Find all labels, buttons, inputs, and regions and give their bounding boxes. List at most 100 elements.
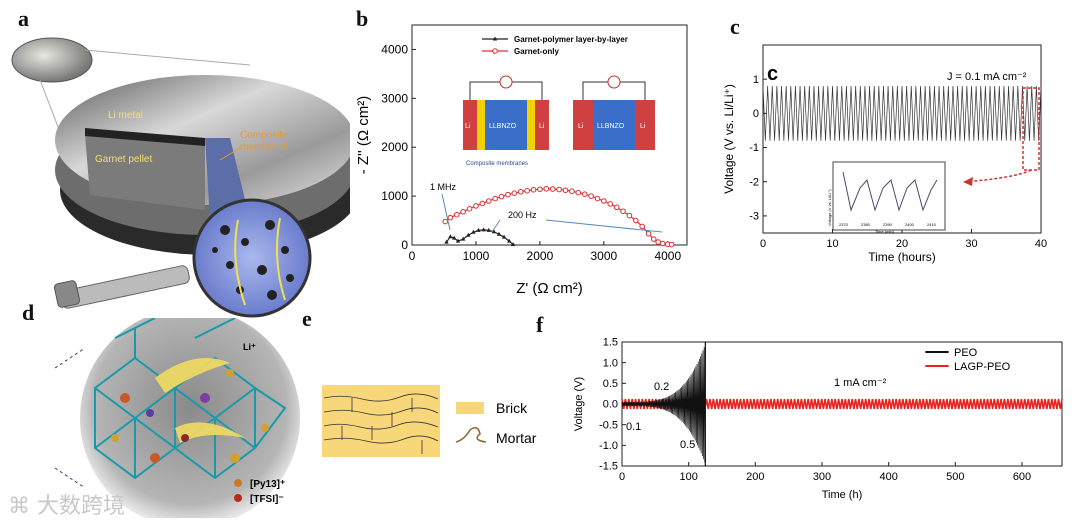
data-point-b-1: [668, 241, 675, 248]
data-point-b-1: [655, 239, 662, 245]
inset-c-xtick-2: 2390: [883, 222, 893, 227]
data-point-b-1: [601, 198, 607, 204]
panel-a-label: a: [18, 6, 29, 31]
legend-pyr13: [Py13]⁺: [250, 479, 285, 490]
data-point-b-1: [659, 240, 666, 247]
watermark: ⌘ 大数跨境: [8, 488, 125, 520]
y-tick-label-f: 1.5: [603, 338, 618, 349]
panel-f-label: f: [536, 312, 544, 337]
data-point-b-0: [486, 227, 491, 232]
panel-d-label: d: [22, 300, 35, 325]
data-point-b-1: [492, 195, 498, 202]
legend-marker-b-0: [492, 36, 498, 41]
label-composite-membrane: Composite membrane: [240, 130, 288, 153]
series-line-f-0: [621, 344, 706, 463]
legend-tfsi: [TFSI]⁻: [250, 494, 284, 505]
data-point-b-1: [588, 193, 594, 199]
annot-current-f: 1 mA cm⁻²: [834, 377, 887, 389]
data-point-b-0: [444, 239, 449, 244]
data-point-b-1: [511, 190, 518, 196]
data-point-b-1: [650, 236, 657, 242]
legend-text-f-0: PEO: [954, 347, 978, 359]
data-point-b-1: [607, 201, 614, 207]
data-point-b-0: [501, 234, 507, 239]
li-ion-label: Li⁺: [243, 342, 256, 352]
annot-step2: 0.2: [654, 381, 669, 393]
annot-200hz: 200 Hz: [508, 210, 537, 220]
y-tick-label-f: 1.0: [603, 357, 618, 369]
panel-c-label: c: [730, 14, 740, 39]
x-tick-label-b: 2000: [527, 249, 554, 263]
data-point-b-1: [530, 186, 537, 193]
inset-left-li2: Li: [539, 123, 545, 130]
x-tick-label-f: 500: [946, 471, 964, 483]
panel-c-inset: Voltage (V vs. Li/Li⁺) 2370 2380 2390 24…: [827, 161, 946, 234]
x-tick-label-c: 30: [965, 238, 977, 250]
y-tick-label-f: -0.5: [599, 419, 618, 431]
data-point-b-1: [613, 204, 620, 211]
series-line-b-1: [444, 188, 672, 246]
inset-c-xtick-4: 2410: [927, 222, 937, 227]
data-point-b-0: [510, 242, 516, 247]
x-tick-label-f: 400: [879, 471, 897, 483]
data-point-b-1: [645, 230, 652, 237]
legend-text-b-0: Garnet-polymer layer-by-layer: [514, 35, 628, 44]
annot-step1: 0.1: [626, 421, 641, 433]
panel-e-illustration: Brick Mortar: [322, 385, 537, 457]
data-point-b-1: [479, 200, 486, 207]
data-point-b-1: [569, 188, 575, 195]
data-point-b-0: [460, 236, 466, 241]
y-tick-label-c: -1: [749, 142, 759, 154]
data-point-b-1: [626, 212, 633, 219]
data-point-b-1: [581, 191, 588, 197]
inset-right-llbnzo: LLBNZO: [597, 123, 625, 130]
data-point-b-1: [485, 198, 492, 204]
panel-d-illustration: Li⁺ [Py13]⁺ [TFSI]⁻: [55, 318, 300, 518]
current-density-c: J = 0.1 mA cm⁻²: [947, 71, 1027, 83]
data-point-b-0: [448, 234, 453, 239]
x-tick-label-f: 300: [813, 471, 831, 483]
data-point-b-1: [620, 208, 626, 215]
panel-e-label: e: [302, 306, 312, 331]
data-point-b-1: [460, 208, 466, 215]
inset-c-xtick-3: 2400: [905, 222, 915, 227]
data-point-b-0: [491, 229, 497, 234]
watermark-logo-icon: ⌘: [8, 494, 37, 519]
pyr-legend-icon: [234, 479, 242, 487]
y-tick-label-b: 2000: [381, 140, 408, 154]
label-garnet-pellet: Garnet pellet: [95, 154, 152, 165]
y-tick-label-c: 1: [753, 74, 759, 86]
inset-left-llbnzo: LLBNZO: [489, 123, 517, 130]
panel-c-chart: 0 10 20 30 40 -3 -2 -1 0 1 Time (hours) Voltage (V …: [722, 44, 1047, 264]
inset-c-xtick-0: 2370: [839, 222, 849, 227]
x-tick-label-f: 0: [619, 471, 625, 483]
tfsi-legend-icon: [234, 494, 242, 502]
composite-membrane: [205, 138, 250, 220]
y-tick-label-b: 1000: [381, 189, 408, 203]
data-point-b-1: [575, 189, 582, 196]
data-point-b-0: [452, 235, 457, 240]
x-tick-label-c: 40: [1035, 238, 1047, 250]
legend-text-f-1: LAGP-PEO: [954, 361, 1011, 373]
data-point-b-0: [471, 229, 476, 234]
data-point-b-1: [543, 185, 550, 192]
brick-wall: [322, 385, 440, 457]
data-point-b-1: [447, 214, 454, 221]
watermark-text: 大数跨境: [37, 494, 126, 519]
data-point-b-1: [498, 193, 505, 200]
x-tick-label-c: 20: [896, 238, 908, 250]
annot-1mhz: 1 MHz: [430, 182, 457, 192]
y-axis-label-b: - Z'' (Ω cm²): [355, 96, 372, 175]
x-tick-label-c: 10: [826, 238, 838, 250]
x-tick-label-b: 1000: [463, 249, 490, 263]
data-point-b-1: [594, 195, 601, 202]
y-axis-label-f: Voltage (V): [573, 377, 585, 431]
x-tick-label-c: 0: [760, 238, 766, 250]
inset-right-li2: Li: [640, 123, 646, 130]
garnet-cutout: [85, 135, 205, 210]
legend-mortar: Mortar: [496, 430, 537, 446]
data-point-b-0: [496, 231, 502, 236]
panel-b-inset: Li LLBNZO Li Composite membranes Li LLBN…: [463, 75, 655, 167]
x-tick-label-b: 3000: [591, 249, 618, 263]
data-point-b-1: [442, 218, 449, 225]
